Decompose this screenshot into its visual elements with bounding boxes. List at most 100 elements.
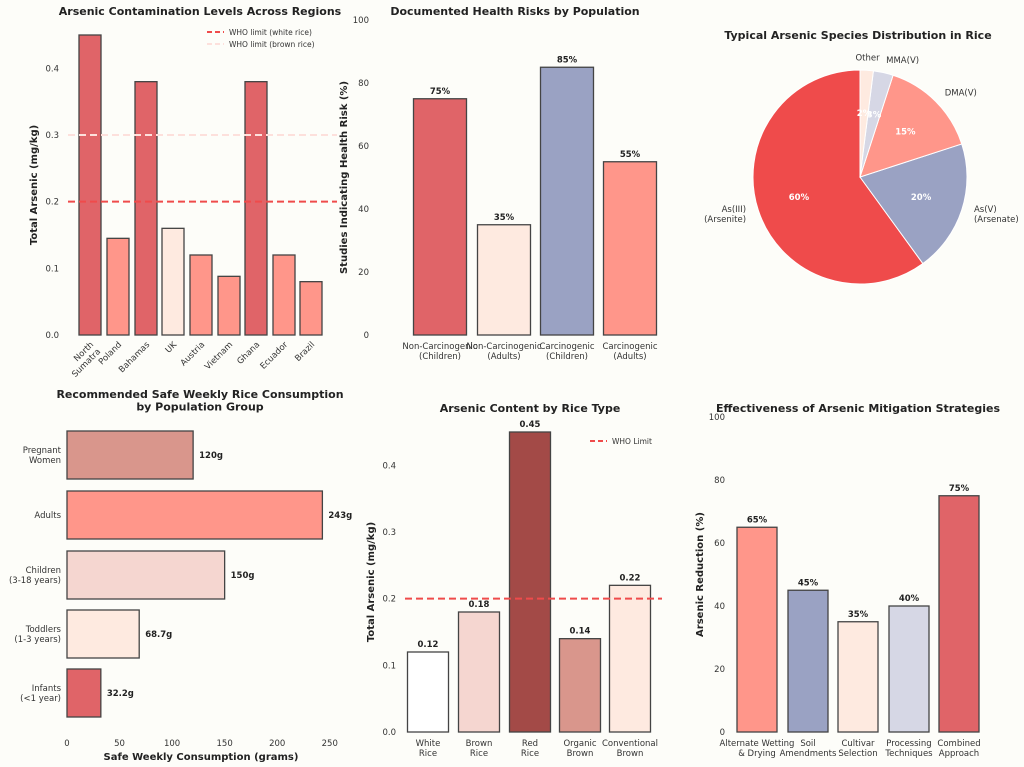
x-tick-label: Processing Techniques (884, 739, 933, 759)
data-label: 0.14 (570, 627, 591, 637)
data-label: 0.12 (418, 640, 439, 650)
bar-processing-techniques (888, 605, 930, 733)
subplot-3: Typical Arsenic Species Distribution in … (704, 29, 1019, 285)
y-tick-label: 0.2 (45, 198, 59, 208)
pie-slice-as-v- (859, 143, 968, 265)
chart-title: Effectiveness of Arsenic Mitigation Stra… (716, 402, 1000, 415)
subplot-2: Documented Health Risks by Population 0 20… (339, 5, 658, 362)
y-tick-label: 0.2 (382, 595, 396, 605)
x-tick-label: Bahamas (117, 340, 152, 375)
y-tick-label: 0.1 (382, 661, 396, 671)
x-tick-label: Vietnam (203, 340, 235, 372)
bar-carcinogenic-adults- (602, 161, 658, 336)
y-tick-label: Pregnant Women (23, 446, 62, 466)
x-tick-label: UK (164, 340, 180, 356)
x-tick-label: 200 (269, 739, 285, 749)
subplot-1: Arsenic Contamination Levels Across Regi… (29, 5, 342, 380)
bar-north-sumatra (78, 34, 102, 336)
y-tick-label: 0.3 (382, 528, 396, 538)
chart-title: Documented Health Risks by Population (390, 5, 639, 18)
x-tick-label: White Rice (416, 739, 441, 759)
x-tick-label: Brown Rice (466, 739, 493, 759)
y-tick-label: 80 (714, 476, 725, 486)
subplot-6: Effectiveness of Arsenic Mitigation Stra… (695, 402, 1000, 759)
x-tick-label: Cultivar Selection (838, 739, 877, 759)
bar-alternate-wetting-drying (736, 526, 778, 733)
bar-white-rice (406, 651, 450, 733)
data-label: 35% (494, 213, 515, 223)
y-axis-label: Total Arsenic (mg/kg) (366, 522, 377, 642)
data-label: 85% (557, 55, 578, 65)
x-tick-label: Carcinogenic (Adults) (602, 342, 657, 362)
slice-percent-label: 2% (857, 109, 872, 119)
data-label: 65% (747, 515, 768, 525)
bar-toddlers-1-3-years- (66, 609, 140, 659)
data-label: 55% (620, 150, 641, 160)
bar-red-rice (508, 431, 552, 733)
data-label: 75% (430, 87, 451, 97)
y-tick-label: 60 (714, 539, 725, 549)
y-tick-label: 40 (358, 205, 369, 215)
slice-percent-label: 60% (789, 193, 810, 203)
bar-ecuador (272, 254, 296, 336)
y-tick-label: 20 (714, 665, 725, 675)
x-tick-label: Non-Carcinogenic (Children) (402, 342, 477, 362)
x-tick-label: 150 (217, 739, 233, 749)
subplot-5: Arsenic Content by Rice Type 0.0 0.1 0.2 0.3… (366, 402, 662, 759)
data-label: 0.45 (520, 420, 541, 430)
data-label: 243g (328, 511, 352, 521)
slice-percent-label: 15% (895, 128, 916, 138)
slice-label: As(V) (Arsenate) (974, 205, 1019, 225)
data-label: 45% (798, 578, 819, 588)
bar-ghana (244, 81, 268, 336)
data-label: 32.2g (107, 689, 134, 699)
y-tick-label: 0 (720, 728, 725, 738)
y-axis-label: Total Arsenic (mg/kg) (29, 125, 40, 245)
data-label: 68.7g (145, 630, 172, 640)
bar-cultivar-selection (837, 621, 879, 733)
y-tick-label: 100 (709, 413, 725, 423)
y-tick-label: 0 (364, 331, 369, 341)
bar-carcinogenic-children- (539, 66, 595, 336)
y-tick-label: 20 (358, 268, 369, 278)
x-tick-label: Ecuador (258, 340, 290, 372)
y-axis-label: Arsenic Reduction (%) (695, 512, 706, 637)
legend-label: WHO limit (brown rice) (229, 40, 315, 49)
y-tick-label: 40 (714, 602, 725, 612)
bar-adults (66, 490, 324, 540)
x-tick-label: Red Rice (521, 739, 539, 759)
slice-label: As(III) (Arsenite) (704, 205, 746, 225)
bar-pregnant-women (66, 430, 194, 480)
bar-soil-amendments (787, 589, 829, 733)
slice-label: DMA(V) (945, 88, 977, 98)
chart-title: Arsenic Contamination Levels Across Regi… (59, 5, 342, 18)
y-tick-label: 0.0 (382, 728, 396, 738)
data-label: 120g (199, 451, 223, 461)
bar-brazil (299, 281, 323, 336)
x-tick-label: Soil Amendments (780, 739, 837, 759)
pie-slice-other (859, 69, 874, 178)
y-tick-label: 0.4 (45, 64, 59, 74)
y-tick-label: 0.4 (382, 461, 396, 471)
chart-title: Recommended Safe Weekly Rice Consumption… (56, 388, 343, 414)
slice-label: MMA(V) (886, 56, 919, 66)
x-tick-label: 50 (114, 739, 125, 749)
bar-children-3-18-years- (66, 550, 226, 600)
bar-infants-1-year- (66, 668, 102, 718)
bar-conventional-brown (608, 584, 652, 733)
data-label: 75% (949, 484, 970, 494)
bar-brown-rice (457, 611, 501, 733)
x-tick-label: Combined Approach (937, 739, 980, 759)
bar-non-carcinogenic-children- (412, 98, 468, 336)
y-tick-label: Infants (<1 year) (20, 684, 61, 704)
y-tick-label: 100 (353, 16, 369, 26)
x-tick-label: Ghana (235, 340, 262, 367)
bar-non-carcinogenic-adults- (476, 224, 532, 336)
chart-title: Arsenic Content by Rice Type (440, 402, 621, 415)
slice-label: Other (855, 53, 880, 63)
legend-label: WHO limit (white rice) (229, 28, 312, 37)
pie-slice-dma-v- (859, 74, 963, 178)
y-tick-label: 0.1 (45, 264, 59, 274)
slice-percent-label: 3% (867, 110, 882, 120)
